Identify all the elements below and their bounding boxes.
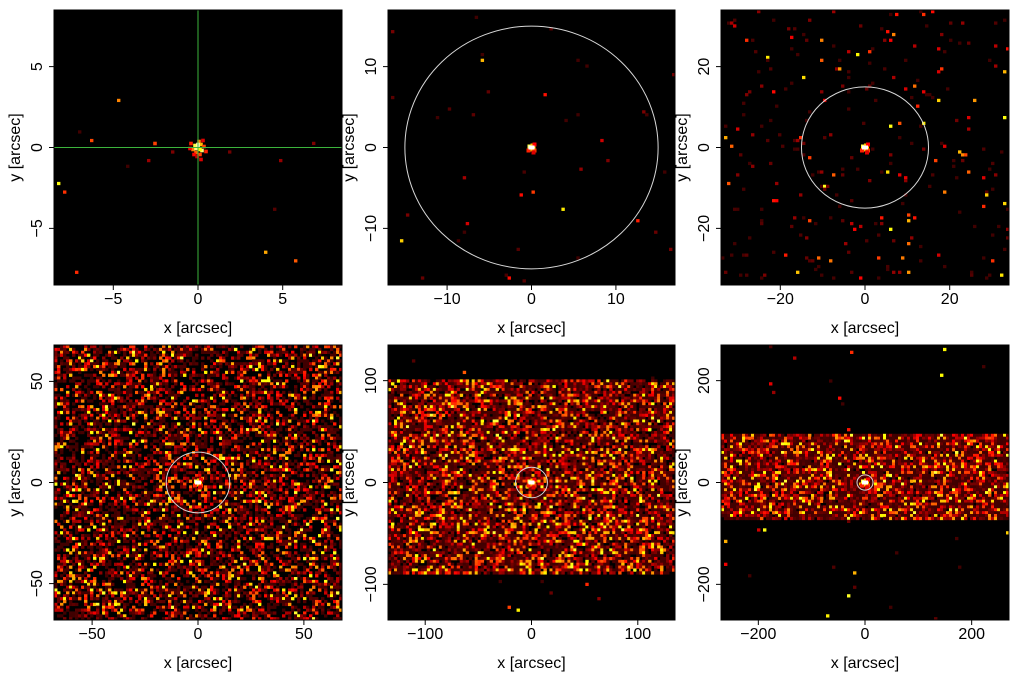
x-axis-label: x [arcsec]: [831, 320, 899, 337]
y-tick-label: −5: [29, 219, 46, 237]
y-tick-label: 0: [29, 143, 46, 152]
y-tick-label: −100: [363, 566, 380, 602]
y-tick-label: 100: [363, 367, 380, 394]
source-spot: [526, 477, 537, 490]
x-tick-label: −20: [767, 291, 794, 308]
y-tick-label: 10: [363, 58, 380, 76]
aperture-circle: [856, 474, 874, 491]
x-tick-label: 5: [278, 291, 287, 308]
source-spot: [193, 477, 203, 490]
source-spot: [860, 142, 870, 155]
x-axis-label: x [arcsec]: [164, 655, 232, 672]
x-axis-label: x [arcsec]: [164, 320, 232, 337]
y-tick-label: 0: [696, 478, 713, 487]
y-tick-label: −20: [696, 215, 713, 242]
y-tick-label: 200: [696, 367, 713, 394]
y-axis-label: y [arcsec]: [341, 113, 358, 181]
x-tick-label: 20: [941, 291, 959, 308]
y-tick-label: −200: [696, 566, 713, 602]
y-axis-label: y [arcsec]: [674, 113, 691, 181]
y-tick-label: 5: [29, 62, 46, 71]
x-tick-label: 10: [607, 291, 625, 308]
x-axis-label: x [arcsec]: [497, 655, 565, 672]
panel-6: −200 0 200 −200 0 200 x [arcsec] y [arcsec]: [674, 344, 1010, 672]
y-tick-label: 20: [696, 58, 713, 76]
x-tick-label: −50: [79, 626, 106, 643]
x-tick-label: 0: [861, 626, 870, 643]
y-tick-label: −10: [363, 215, 380, 242]
x-tick-label: −200: [740, 626, 776, 643]
x-tick-label: 0: [194, 626, 203, 643]
aperture-circle: [800, 86, 930, 209]
x-tick-label: −5: [104, 291, 122, 308]
y-axis-label: y [arcsec]: [674, 448, 691, 516]
noise-pixels: [721, 345, 1009, 620]
y-tick-label: 0: [696, 143, 713, 152]
x-tick-label: −10: [434, 291, 461, 308]
noise-pixels: [388, 359, 675, 612]
panel-1: −5 0 5 −5 0 5 x [arcsec] y [arcsec]: [7, 9, 343, 337]
x-axis-label: x [arcsec]: [497, 320, 565, 337]
x-tick-label: 0: [527, 626, 536, 643]
x-tick-label: 0: [527, 291, 536, 308]
x-axis-label: x [arcsec]: [831, 655, 899, 672]
x-tick-label: 0: [194, 291, 203, 308]
x-tick-label: −100: [407, 626, 443, 643]
aperture-circle: [165, 451, 231, 514]
panel-4: −50 0 50 −50 0 50 x [arcsec] y [arcsec]: [7, 344, 343, 672]
y-tick-label: −50: [29, 570, 46, 597]
y-tick-label: 50: [29, 372, 46, 390]
panel-2: −10 0 10 −10 0 10 x [arcsec] y [arcsec]: [341, 9, 676, 337]
y-tick-label: 0: [363, 478, 380, 487]
source-spot: [860, 477, 870, 490]
source-spot: [526, 142, 537, 155]
panel-5: −100 0 100 −100 0 100 x [arcsec] y [arcsec]: [341, 344, 676, 672]
aperture-circle: [515, 466, 548, 499]
noise-pixels: [54, 345, 342, 620]
y-axis-label: y [arcsec]: [7, 448, 24, 516]
x-tick-label: 100: [624, 626, 651, 643]
y-tick-label: 0: [29, 478, 46, 487]
panel-3: −20 0 20 −20 0 20 x [arcsec] y [arcsec]: [674, 9, 1010, 337]
noise-pixels: [390, 15, 675, 283]
x-tick-label: 200: [958, 626, 985, 643]
y-tick-label: 0: [363, 143, 380, 152]
y-axis-label: y [arcsec]: [7, 113, 24, 181]
noise-pixels: [721, 10, 1009, 280]
x-tick-label: 50: [295, 626, 313, 643]
y-axis-label: y [arcsec]: [341, 448, 358, 516]
aperture-circle: [404, 25, 659, 270]
x-tick-label: 0: [861, 291, 870, 308]
